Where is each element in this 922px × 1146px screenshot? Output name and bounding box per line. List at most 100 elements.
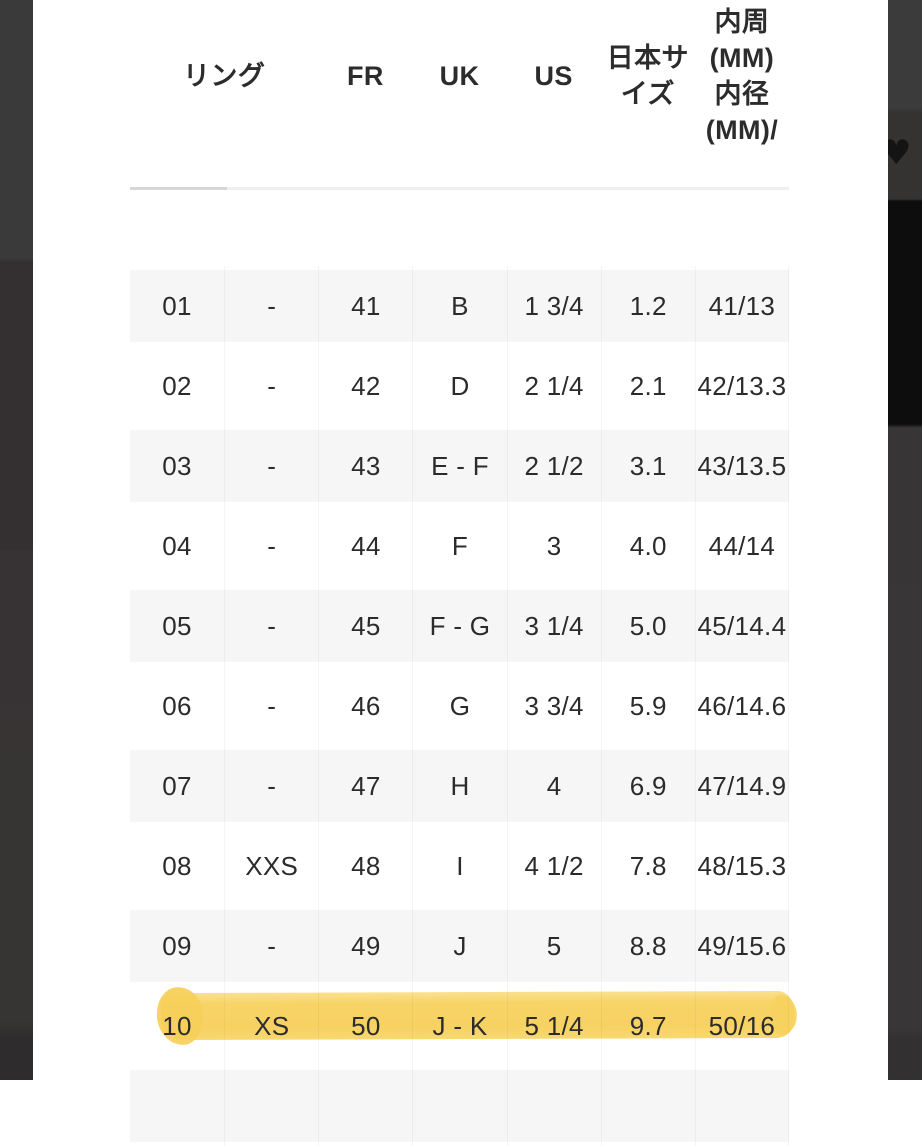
table-scrollbar-thumb[interactable]	[130, 187, 227, 190]
table-cell: 45/14.4	[694, 586, 789, 666]
table-cell: -	[224, 586, 318, 666]
table-cell	[318, 1066, 412, 1146]
table-cell	[600, 1066, 695, 1146]
column-header-us: US	[534, 61, 573, 91]
column-header-uk: UK	[439, 61, 480, 91]
table-cell: -	[224, 506, 318, 586]
table-cell: 49	[318, 906, 412, 986]
table-cell: 41	[318, 266, 412, 346]
table-row: 06 -46 G 3 3/4 5.9 46/14.6	[130, 666, 789, 746]
table-cell: -	[224, 746, 318, 826]
table-row	[130, 1066, 789, 1146]
table-cell: 48/15.3	[694, 826, 789, 906]
table-cell: 8.8	[600, 906, 695, 986]
table-cell: 01	[162, 290, 192, 321]
table-row: 07 -47 H 4 6.9 47/14.9	[130, 746, 789, 826]
table-cell: 2.1	[600, 346, 695, 426]
table-cell: 4.0	[600, 506, 695, 586]
table-cell: 43	[318, 426, 412, 506]
table-cell: 4 1/2	[506, 826, 601, 906]
size-guide-panel: リング FR UK US 日本サ イズ 内周 (MM) 内径 (MM)/ 01 -…	[33, 0, 888, 1146]
table-cell: 06	[162, 690, 192, 721]
table-cell: H	[412, 746, 506, 826]
table-cell: 2 1/2	[506, 426, 601, 506]
table-scrollbar-track	[130, 187, 789, 190]
table-row: 02 -42 D 2 1/4 2.1 42/13.3	[130, 346, 789, 426]
table-cell: 6.9	[600, 746, 695, 826]
table-cell: 42/13.3	[694, 346, 789, 426]
table-cell: E - F	[412, 426, 506, 506]
table-cell	[412, 1066, 506, 1146]
table-cell: 5	[506, 906, 601, 986]
table-cell	[224, 1066, 318, 1146]
table-cell: 42	[318, 346, 412, 426]
column-header-fr: FR	[346, 61, 384, 91]
table-cell: 04	[162, 530, 192, 561]
table-row: 01 -41 B 1 3/4 1.2 41/13	[130, 266, 789, 346]
table-cell: 41/13	[694, 266, 789, 346]
table-body: 01-41 B 1 3/4 1.2 41/13 02-42 D 2 1/4 2.1 42/13.3…	[130, 266, 795, 1146]
table-cell: 1 3/4	[506, 266, 601, 346]
table-cell: I	[412, 826, 506, 906]
size-guide-page: { "table": { "headers": [ { "id": "ring"…	[0, 0, 922, 1080]
table-cell: XS	[224, 986, 318, 1066]
table-cell: 50/16	[694, 986, 789, 1066]
table-cell: 46/14.6	[694, 666, 789, 746]
table-cell: 5.9	[600, 666, 695, 746]
table-cell: 45	[318, 586, 412, 666]
table-cell	[130, 1066, 224, 1146]
table-cell	[694, 1066, 789, 1146]
table-cell: 7.8	[600, 826, 695, 906]
table-cell: 9.7	[600, 986, 695, 1066]
table-row: 04 -44 F 3 4.0 44/14	[130, 506, 789, 586]
table-cell: -	[224, 906, 318, 986]
page-backdrop-left	[0, 0, 33, 1080]
table-cell: XXS	[224, 826, 318, 906]
table-cell: 46	[318, 666, 412, 746]
table-cell: 44/14	[694, 506, 789, 586]
table-cell: 3.1	[600, 426, 695, 506]
table-cell: 5.0	[600, 586, 695, 666]
page-backdrop-right: ♥	[881, 0, 922, 1080]
table-cell	[506, 1066, 601, 1146]
table-cell: 3 3/4	[506, 666, 601, 746]
table-cell: -	[224, 426, 318, 506]
table-cell: 3 1/4	[506, 586, 601, 666]
table-cell: -	[224, 666, 318, 746]
table-cell: F - G	[412, 586, 506, 666]
table-cell: 09	[162, 930, 192, 961]
table-row: 09 -49 J 5 8.8 49/15.6	[130, 906, 789, 986]
column-header-ring: リング	[183, 61, 266, 91]
table-cell: -	[224, 266, 318, 346]
table-cell: 1.2	[600, 266, 695, 346]
table-cell: D	[412, 346, 506, 426]
table-cell: 2 1/4	[506, 346, 601, 426]
table-cell: 05	[162, 610, 192, 641]
table-cell: J	[412, 906, 506, 986]
table-cell: 10	[162, 1010, 192, 1041]
table-cell: 49/15.6	[694, 906, 789, 986]
table-cell: F	[412, 506, 506, 586]
table-cell: 3	[506, 506, 601, 586]
column-header-inner: 内周 (MM) 内径 (MM)/	[705, 7, 779, 145]
table-cell: B	[412, 266, 506, 346]
table-cell: 08	[162, 850, 192, 881]
table-cell: 47/14.9	[694, 746, 789, 826]
table-header-row: リング FR UK US 日本サ イズ 内周 (MM) 内径 (MM)/	[130, 0, 789, 152]
table-cell: 03	[162, 450, 192, 481]
table-cell: 02	[162, 370, 192, 401]
table-cell: 48	[318, 826, 412, 906]
table-cell: G	[412, 666, 506, 746]
table-cell: 50	[318, 986, 412, 1066]
table-cell: 07	[162, 770, 192, 801]
table-cell: -	[224, 346, 318, 426]
table-row: 08 XXS 48 I 4 1/2 7.8 48/15.3	[130, 826, 789, 906]
table-cell: 4	[506, 746, 601, 826]
table-cell: 43/13.5	[694, 426, 789, 506]
ring-size-table: リング FR UK US 日本サ イズ 内周 (MM) 内径 (MM)/ 01 -…	[130, 0, 795, 1146]
table-cell: 47	[318, 746, 412, 826]
column-header-jp: 日本サ イズ	[606, 43, 689, 109]
table-cell: 44	[318, 506, 412, 586]
